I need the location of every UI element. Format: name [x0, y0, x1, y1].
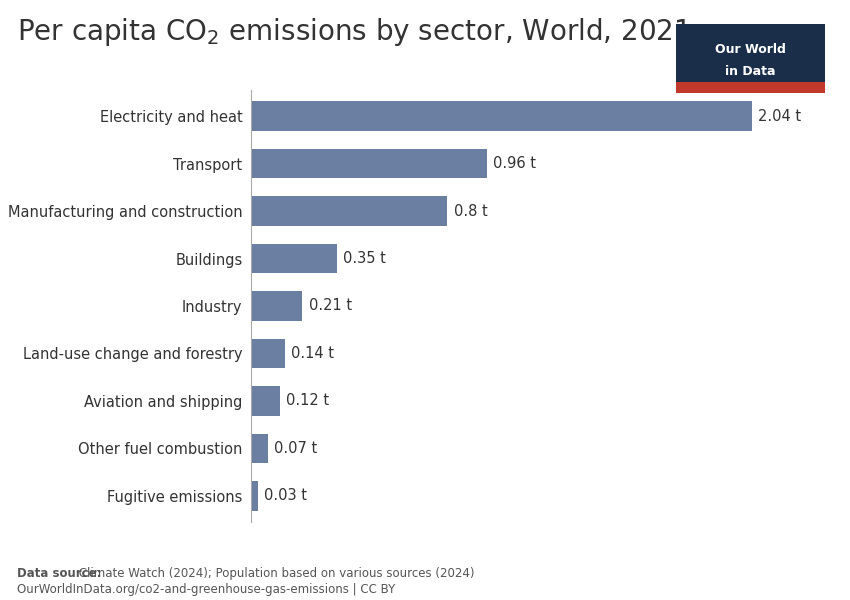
Bar [251, 244, 337, 273]
Text: 0.8 t: 0.8 t [454, 203, 487, 218]
Text: 0.14 t: 0.14 t [292, 346, 334, 361]
Text: 0.07 t: 0.07 t [274, 441, 317, 456]
Text: 0.03 t: 0.03 t [264, 488, 307, 503]
Text: Our World: Our World [715, 43, 785, 56]
Bar [251, 386, 280, 416]
Text: 0.35 t: 0.35 t [343, 251, 386, 266]
Bar [251, 196, 447, 226]
Text: Per capita CO$_2$ emissions by sector, World, 2021: Per capita CO$_2$ emissions by sector, W… [17, 16, 690, 48]
Text: Data source:: Data source: [17, 567, 101, 580]
Text: 0.21 t: 0.21 t [309, 298, 352, 313]
Text: 0.12 t: 0.12 t [286, 394, 330, 409]
Bar [251, 339, 285, 368]
Bar [251, 101, 752, 131]
Text: 0.96 t: 0.96 t [493, 156, 536, 171]
Bar [251, 434, 268, 463]
Bar [251, 291, 303, 321]
Bar [251, 149, 487, 178]
Text: Climate Watch (2024); Population based on various sources (2024): Climate Watch (2024); Population based o… [75, 567, 474, 580]
Bar [251, 481, 258, 511]
Text: OurWorldInData.org/co2-and-greenhouse-gas-emissions | CC BY: OurWorldInData.org/co2-and-greenhouse-ga… [17, 583, 395, 596]
Text: in Data: in Data [725, 65, 775, 78]
Text: 2.04 t: 2.04 t [758, 109, 802, 124]
